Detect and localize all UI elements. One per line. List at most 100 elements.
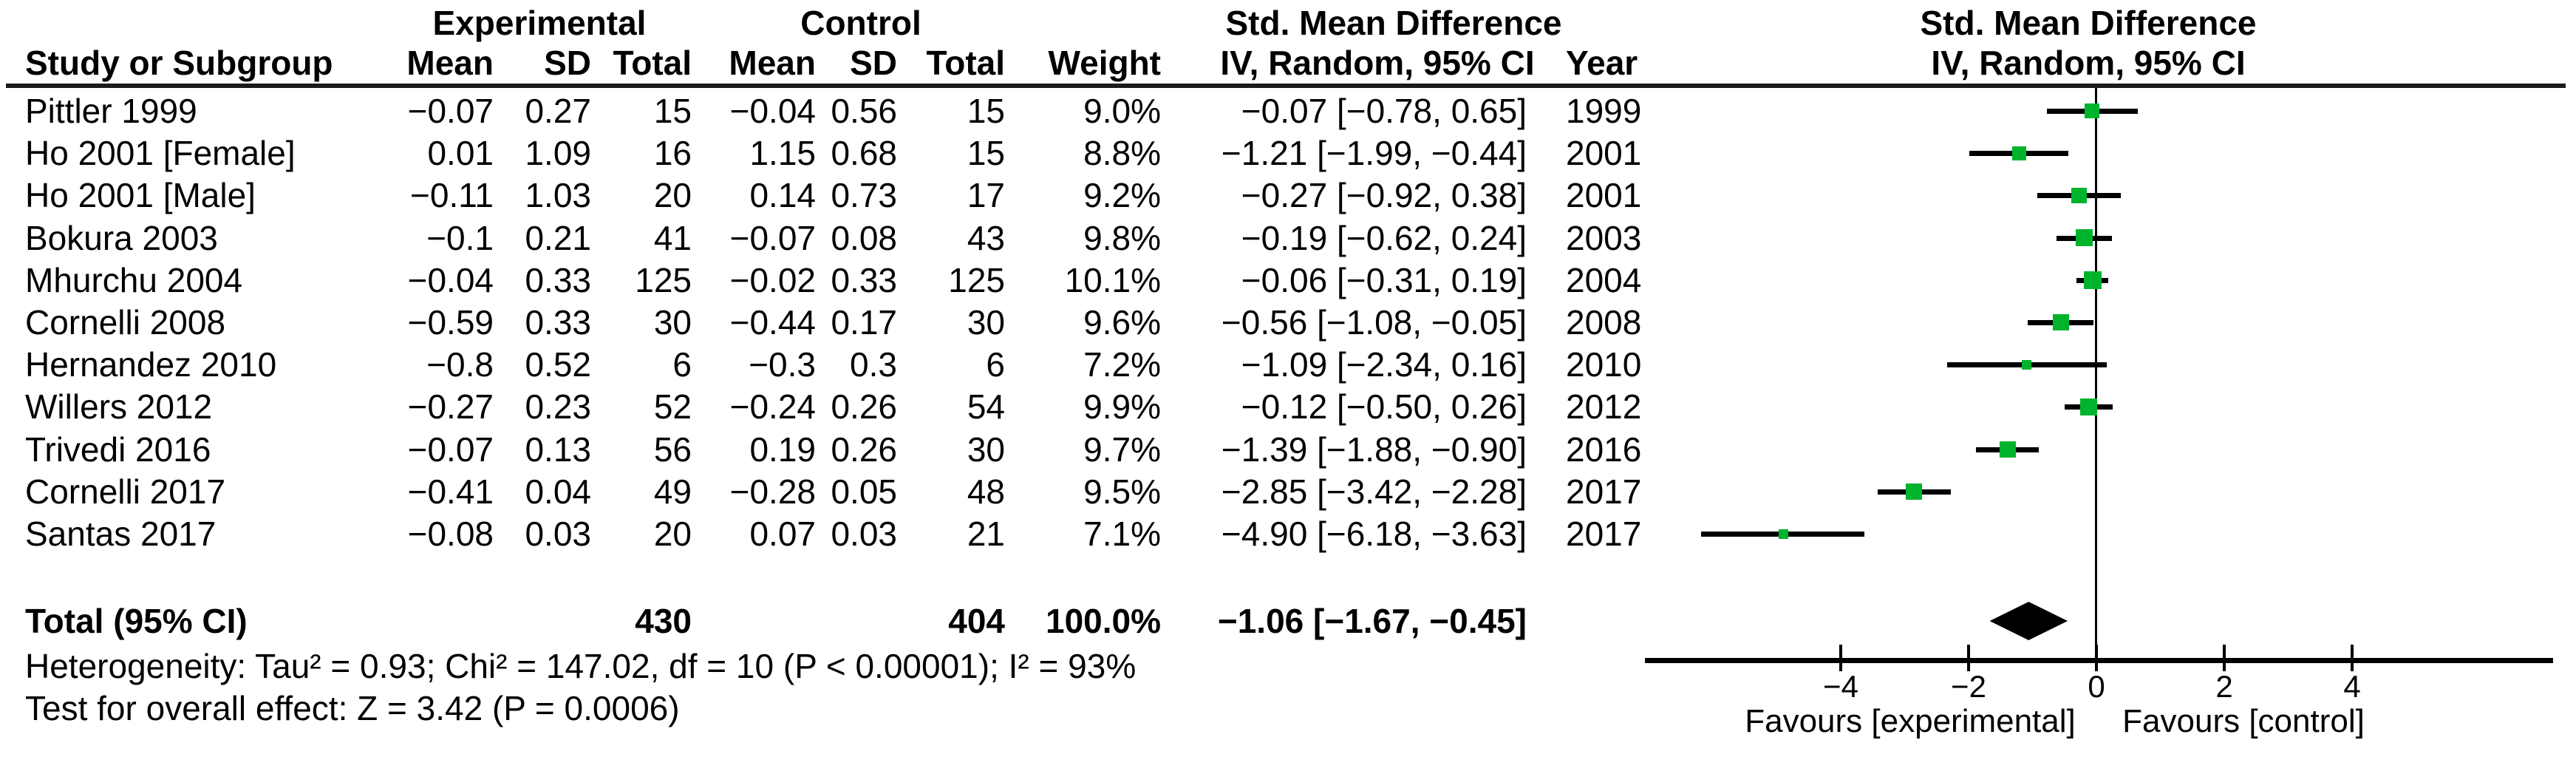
row-ctrl-total: 15 xyxy=(967,92,1005,130)
row-exp-sd: 0.13 xyxy=(525,430,591,469)
row-ctrl-mean: −0.04 xyxy=(729,92,816,130)
axis-tick-label: 2 xyxy=(2215,669,2233,704)
row-ctrl-mean: 0.19 xyxy=(749,430,816,469)
group-header-experimental: Experimental xyxy=(432,4,647,42)
row-ctrl-total: 15 xyxy=(967,134,1005,173)
row-year: 2001 xyxy=(1566,134,1642,173)
row-ctrl-mean: −0.28 xyxy=(729,472,816,511)
row-weight: 9.6% xyxy=(1083,303,1161,342)
table-row: Ho 2001 [Female] 0.01 1.09 16 1.15 0.68 15 8.8%… xyxy=(0,132,2576,174)
row-exp-total: 49 xyxy=(653,472,692,511)
row-smd-ci: −2.85 [−3.42, −2.28] xyxy=(1221,472,1527,511)
row-exp-sd: 0.52 xyxy=(525,345,591,384)
total-smd-ci: −1.06 [−1.67, −0.45] xyxy=(1217,602,1527,640)
table-row: Trivedi 2016 −0.07 0.13 56 0.19 0.26 30 9.7% −1.… xyxy=(0,429,2576,470)
row-weight: 9.2% xyxy=(1083,176,1161,215)
row-exp-sd: 0.04 xyxy=(525,472,591,511)
effect-square-marker xyxy=(1778,529,1788,539)
row-ctrl-mean: 1.15 xyxy=(749,134,816,173)
row-exp-sd: 0.27 xyxy=(525,92,591,130)
col-header-ci-right: IV, Random, 95% CI xyxy=(1931,44,2246,82)
row-ctrl-sd: 0.26 xyxy=(831,430,897,469)
row-weight: 9.7% xyxy=(1083,430,1161,469)
row-ctrl-mean: −0.24 xyxy=(729,387,816,427)
row-year: 2012 xyxy=(1566,387,1642,427)
row-exp-total: 15 xyxy=(653,92,692,130)
row-study: Bokura 2003 xyxy=(25,218,218,257)
row-exp-sd: 0.23 xyxy=(525,387,591,427)
col-header-weight: Weight xyxy=(1048,44,1161,82)
col-header-ctrl-total: Total xyxy=(926,44,1005,82)
row-ctrl-mean: −0.3 xyxy=(749,345,816,384)
table-row: Mhurchu 2004 −0.04 0.33 125 −0.02 0.33 125 10.1… xyxy=(0,259,2576,301)
row-year: 2001 xyxy=(1566,176,1642,215)
row-exp-total: 41 xyxy=(653,218,692,257)
row-exp-total: 6 xyxy=(672,345,692,384)
row-ctrl-mean: −0.44 xyxy=(729,303,816,342)
header-separator-line xyxy=(6,84,2566,88)
favours-experimental-label: Favours [experimental] xyxy=(1745,703,2076,739)
col-header-exp-total: Total xyxy=(613,44,692,82)
row-exp-sd: 0.21 xyxy=(525,218,591,257)
row-exp-total: 52 xyxy=(653,387,692,427)
effect-square-marker xyxy=(1906,483,1923,500)
row-year: 2003 xyxy=(1566,218,1642,257)
axis-tick xyxy=(1967,645,1970,671)
effect-square-marker xyxy=(2022,359,2032,370)
row-exp-sd: 1.09 xyxy=(525,134,591,173)
row-study: Cornelli 2017 xyxy=(25,472,226,511)
row-year: 2016 xyxy=(1566,430,1642,469)
row-study: Ho 2001 [Male] xyxy=(25,176,256,215)
row-ctrl-mean: −0.07 xyxy=(729,218,816,257)
row-year: 2010 xyxy=(1566,345,1642,384)
total-label: Total (95% CI) xyxy=(25,602,248,640)
table-row: Cornelli 2008 −0.59 0.33 30 −0.44 0.17 30 9.6% −… xyxy=(0,302,2576,343)
row-ctrl-sd: 0.73 xyxy=(831,176,897,215)
row-weight: 7.1% xyxy=(1083,515,1161,553)
axis-tick-label: 0 xyxy=(2088,669,2105,704)
row-ctrl-sd: 0.26 xyxy=(831,387,897,427)
row-exp-mean: −0.07 xyxy=(407,92,494,130)
row-exp-mean: −0.08 xyxy=(407,515,494,553)
row-year: 2017 xyxy=(1566,515,1642,553)
row-exp-mean: −0.59 xyxy=(407,303,494,342)
row-weight: 9.9% xyxy=(1083,387,1161,427)
row-smd-ci: −1.21 [−1.99, −0.44] xyxy=(1221,134,1527,173)
row-ctrl-sd: 0.68 xyxy=(831,134,897,173)
table-row: Pittler 1999 −0.07 0.27 15 −0.04 0.56 15 9.0% −0… xyxy=(0,90,2576,132)
axis-tick xyxy=(1839,645,1842,671)
row-ctrl-sd: 0.3 xyxy=(850,345,897,384)
axis-tick-label: −4 xyxy=(1823,669,1858,704)
col-header-ci-left: IV, Random, 95% CI xyxy=(1220,44,1535,82)
row-smd-ci: −1.39 [−1.88, −0.90] xyxy=(1221,430,1527,469)
axis-tick xyxy=(2351,645,2354,671)
row-ctrl-mean: 0.14 xyxy=(749,176,816,215)
row-exp-total: 20 xyxy=(653,515,692,553)
row-exp-total: 20 xyxy=(653,176,692,215)
row-smd-ci: −0.12 [−0.50, 0.26] xyxy=(1241,387,1527,427)
row-ctrl-total: 54 xyxy=(967,387,1005,427)
group-header-control: Control xyxy=(800,4,921,42)
row-year: 2008 xyxy=(1566,303,1642,342)
row-year: 2004 xyxy=(1566,260,1642,299)
row-study: Willers 2012 xyxy=(25,387,213,427)
total-row: Total (95% CI) 430 404 100.0% −1.06 [−1.… xyxy=(0,600,2576,642)
row-ctrl-sd: 0.33 xyxy=(831,260,897,299)
total-exp-total: 430 xyxy=(635,602,692,640)
table-row: Cornelli 2017 −0.41 0.04 49 −0.28 0.05 48 9.5% −… xyxy=(0,471,2576,512)
row-weight: 8.8% xyxy=(1083,134,1161,173)
row-study: Mhurchu 2004 xyxy=(25,260,243,299)
effect-square-marker xyxy=(2071,187,2088,203)
effect-square-marker xyxy=(2011,146,2026,160)
row-exp-mean: 0.01 xyxy=(427,134,494,173)
row-ctrl-sd: 0.17 xyxy=(831,303,897,342)
total-weight: 100.0% xyxy=(1045,602,1161,640)
row-ctrl-total: 30 xyxy=(967,430,1005,469)
row-ctrl-sd: 0.05 xyxy=(831,472,897,511)
row-weight: 9.5% xyxy=(1083,472,1161,511)
row-exp-total: 125 xyxy=(635,260,692,299)
row-smd-ci: −0.07 [−0.78, 0.65] xyxy=(1241,92,1527,130)
table-row: Hernandez 2010 −0.8 0.52 6 −0.3 0.3 6 7.2% −1.09… xyxy=(0,344,2576,385)
favours-control-label: Favours [control] xyxy=(2122,703,2365,739)
effect-square-marker xyxy=(2076,229,2093,247)
